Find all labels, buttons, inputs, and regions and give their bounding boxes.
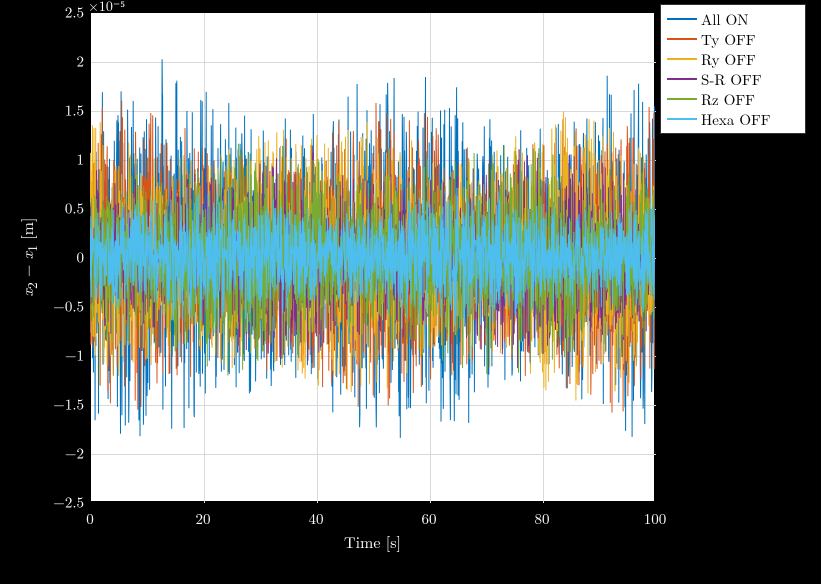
x-tick-label: 80 [534, 508, 549, 529]
legend-row: Hexa OFF [667, 109, 799, 129]
legend-label: S-R OFF [701, 69, 762, 90]
legend-label: Hexa OFF [701, 109, 771, 130]
y-tick-label: −2 [50, 443, 84, 464]
x-tick-label: 40 [308, 508, 323, 529]
legend-label: Ty OFF [701, 29, 756, 50]
legend-label: Rz OFF [701, 89, 755, 110]
legend-row: Ty OFF [667, 29, 799, 49]
y-tick-label: −0.5 [50, 296, 84, 317]
y-tick-label: −1.5 [50, 394, 84, 415]
chart-container: ×10⁻⁵ Time [s] x2 − x1 [m] All ONTy OFFR… [0, 0, 821, 584]
y-tick-label: 1.5 [50, 100, 84, 121]
y-axis-label: x2 − x1 [m] [15, 218, 41, 297]
y-tick-label: −1 [50, 345, 84, 366]
y-tick-label: −2.5 [50, 492, 84, 513]
plot-lines [90, 12, 655, 502]
legend: All ONTy OFFRy OFFS-R OFFRz OFFHexa OFF [660, 4, 806, 134]
x-axis-label: Time [s] [90, 530, 655, 553]
legend-swatch [667, 98, 697, 101]
legend-swatch [667, 118, 697, 121]
legend-row: S-R OFF [667, 69, 799, 89]
x-tick-label: 20 [195, 508, 210, 529]
x-tick-label: 100 [644, 508, 667, 529]
y-tick-label: 2.5 [50, 2, 84, 23]
y-tick-label: 1 [50, 149, 84, 170]
y-tick-label: 0.5 [50, 198, 84, 219]
legend-swatch [667, 18, 697, 21]
legend-label: All ON [701, 9, 749, 30]
legend-swatch [667, 38, 697, 41]
x-tick-label: 60 [421, 508, 436, 529]
x-tick-label: 0 [86, 508, 94, 529]
legend-swatch [667, 78, 697, 81]
legend-swatch [667, 58, 697, 61]
legend-row: Ry OFF [667, 49, 799, 69]
legend-row: Rz OFF [667, 89, 799, 109]
y-tick-label: 2 [50, 51, 84, 72]
y-exponent-label: ×10⁻⁵ [88, 0, 125, 16]
y-tick-label: 0 [50, 247, 84, 268]
legend-label: Ry OFF [701, 49, 756, 70]
legend-row: All ON [667, 9, 799, 29]
